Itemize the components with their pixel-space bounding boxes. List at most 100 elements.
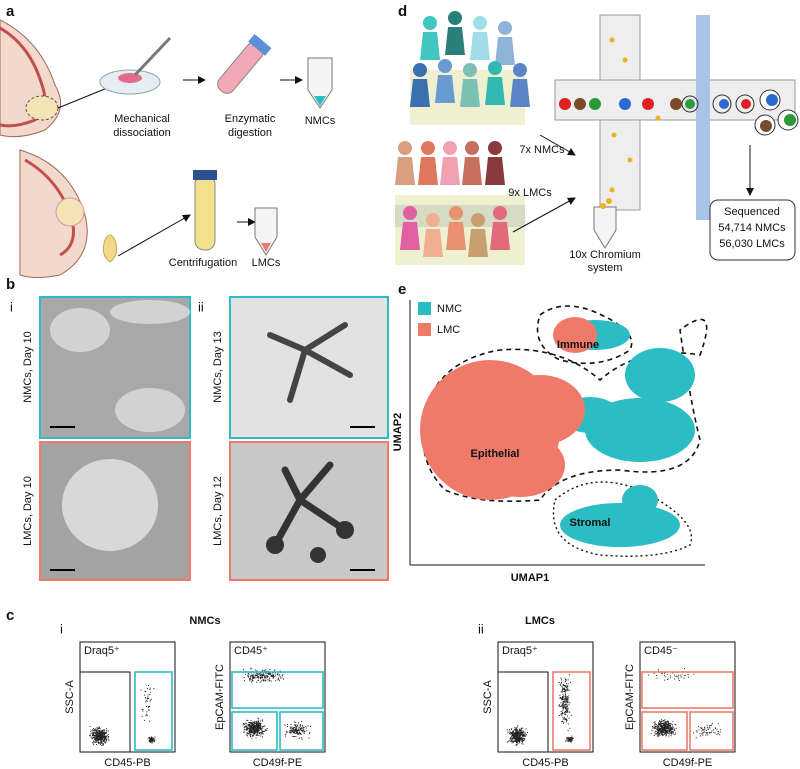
illustration-shape (539, 134, 576, 156)
event-dot (662, 728, 664, 730)
event-dot (706, 727, 708, 729)
event-dot (96, 736, 98, 737)
event-dot (564, 696, 566, 698)
event-dot (562, 696, 564, 698)
result-label: 56,030 LMCs (719, 238, 785, 250)
illustration-shape (418, 302, 431, 315)
event-dot (246, 733, 248, 735)
event-dot (265, 677, 267, 679)
event-dot (513, 732, 515, 734)
event-dot (246, 731, 248, 733)
event-dot (561, 682, 562, 683)
event-dot (249, 677, 251, 679)
event-dot (99, 733, 101, 735)
event-dot (517, 738, 519, 740)
event-dot (96, 733, 98, 735)
event-dot (258, 675, 260, 677)
label-bg (81, 643, 121, 657)
event-dot (506, 729, 508, 731)
event-dot (152, 737, 154, 739)
event-dot (103, 732, 105, 734)
event-dot (302, 726, 304, 728)
event-dot (273, 677, 274, 679)
event-dot (260, 722, 262, 724)
illustration-shape (418, 323, 431, 336)
event-dot (149, 689, 151, 690)
event-dot (247, 735, 248, 737)
illustration-shape (606, 198, 612, 204)
event-dot (260, 676, 262, 678)
event-dot (696, 730, 698, 732)
event-dot (520, 731, 522, 733)
person-icon (400, 222, 420, 250)
event-dot (565, 720, 567, 722)
event-dot (559, 704, 561, 706)
event-dot (564, 718, 566, 720)
gate (79, 671, 131, 753)
event-dot (259, 724, 261, 726)
event-dot (569, 738, 571, 740)
event-dot (560, 677, 562, 679)
event-dot (243, 729, 245, 731)
illustration-shape (627, 157, 633, 163)
event-dot (253, 724, 254, 726)
event-dot (515, 728, 516, 730)
event-dot (559, 706, 561, 707)
event-dot (255, 674, 257, 676)
event-dot (661, 720, 662, 722)
event-dot (292, 731, 294, 733)
event-dot (250, 726, 252, 727)
event-dot (141, 709, 143, 710)
event-dot (663, 731, 665, 733)
event-dot (149, 737, 151, 739)
event-dot (513, 736, 515, 738)
event-dot (258, 727, 260, 729)
event-dot (271, 675, 273, 677)
illustration-shape (266, 536, 284, 554)
event-dot (568, 711, 570, 713)
event-dot (151, 741, 153, 743)
event-dot (245, 725, 247, 727)
person-icon (471, 213, 485, 227)
event-dot (253, 734, 255, 736)
event-dot (257, 731, 259, 733)
event-dot (298, 726, 300, 728)
event-dot (518, 739, 520, 741)
event-dot (98, 742, 100, 744)
event-dot (663, 726, 665, 728)
event-dot (102, 729, 104, 731)
event-dot (280, 677, 282, 679)
event-dot (262, 677, 264, 679)
event-dot (243, 726, 245, 728)
axis-label: CD45-PB (522, 757, 568, 769)
event-dot (255, 720, 257, 722)
event-dot (708, 728, 709, 730)
event-dot (658, 729, 660, 731)
person-icon (493, 206, 507, 220)
event-dot (253, 676, 255, 678)
event-dot (563, 705, 565, 707)
event-dot (247, 676, 249, 678)
event-dot (243, 723, 245, 725)
gate (552, 671, 591, 751)
event-dot (563, 695, 565, 697)
event-dot (146, 713, 148, 715)
event-dot (563, 718, 565, 720)
event-dot (108, 736, 109, 737)
illustration-shape (310, 547, 326, 563)
event-dot (151, 740, 153, 742)
event-dot (94, 741, 96, 743)
event-dot (519, 735, 521, 737)
event-dot (521, 739, 523, 741)
event-dot (571, 738, 573, 740)
event-dot (251, 681, 253, 683)
event-dot (309, 733, 311, 735)
event-dot (104, 732, 106, 734)
event-dot (255, 727, 257, 729)
event-dot (713, 729, 715, 731)
event-dot (664, 721, 666, 723)
illustration-shape (336, 521, 354, 539)
event-dot (149, 738, 151, 740)
event-dot (258, 732, 260, 734)
event-dot (667, 727, 669, 729)
